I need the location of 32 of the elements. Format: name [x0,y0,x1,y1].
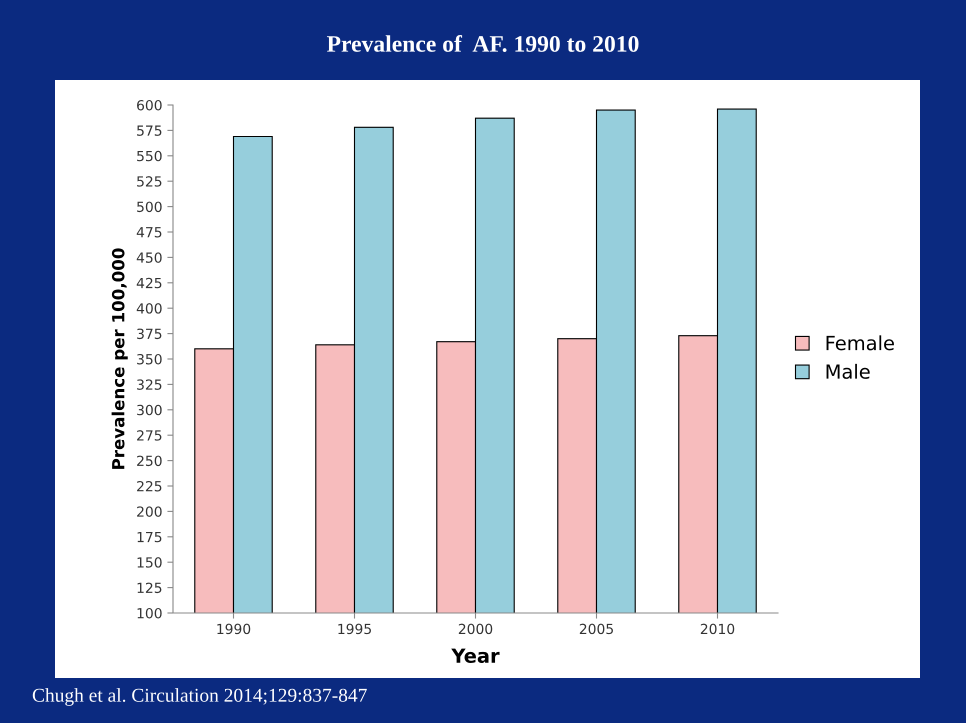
y-tick-label: 375 [137,328,162,340]
y-tick-label: 450 [136,252,162,263]
y-tick-label: 125 [138,582,162,594]
y-tick-label: 200 [137,506,162,517]
x-tick-label: 2005 [580,624,613,634]
y-tick-label: 100 [138,608,162,618]
y-tick-label: 500 [137,202,162,212]
chart-title: Prevalence of AF. 1990 to 2010 [326,35,639,52]
y-tick-label: 575 [137,126,162,136]
y-tick-label: 175 [138,532,162,542]
y-tick-label: 525 [137,176,162,187]
y-tick-label: 400 [136,303,162,314]
legend-label: Male [826,364,870,379]
x-tick-label: 1995 [338,624,371,634]
x-tick-label: 1990 [217,624,250,634]
y-tick-label: 250 [137,456,162,466]
y-tick-label: 225 [137,480,162,492]
y-tick-label: 425 [136,278,162,288]
x-axis-title: Year [451,648,500,664]
y-tick-label: 275 [137,430,162,441]
x-tick-label: 2000 [458,624,492,634]
y-tick-label: 300 [137,404,162,416]
y-tick-label: 350 [137,354,162,364]
y-tick-label: 475 [136,227,162,238]
y-tick-label: 600 [137,100,162,110]
x-tick-label: 2010 [700,624,734,634]
y-tick-label: 150 [138,557,162,568]
text: Chugh et al. Circulation 2014;129:837-847 [32,688,367,706]
y-axis-title: Prevalence per 100,000 [112,248,128,469]
y-tick-label: 325 [137,379,162,390]
y-tick-label: 550 [137,150,162,162]
legend-label: Female [826,335,894,350]
